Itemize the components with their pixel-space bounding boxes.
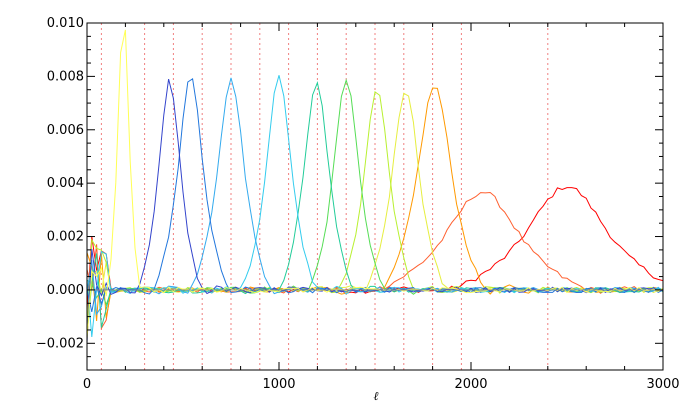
- series-line-1: [86, 191, 664, 330]
- x-axis-label: ℓ: [374, 389, 379, 403]
- axes: [86, 22, 664, 371]
- y-tick-label-6: 0.010: [47, 16, 84, 31]
- y-tick-label-4: 0.006: [47, 123, 84, 138]
- series-line-10: [86, 78, 664, 343]
- series-line-11: [86, 29, 664, 340]
- band-boundaries: [100, 23, 549, 370]
- y-tick-label-3: 0.004: [47, 176, 84, 191]
- series-group: [86, 29, 664, 343]
- x-tick-label-2: 2000: [454, 377, 487, 392]
- y-tick-label-1: 0.000: [47, 283, 84, 298]
- y-tick-label-5: 0.008: [47, 69, 84, 84]
- x-tick-label-3: 3000: [646, 377, 679, 392]
- ticks: −0.002 0.000 0.002 0.004 0.006 0.008 0.010 0 100…: [36, 16, 680, 392]
- y-tick-label-2: 0.002: [47, 230, 84, 245]
- x-tick-label-0: 0: [83, 377, 91, 392]
- x-tick-label-1: 1000: [262, 377, 295, 392]
- series-line-4: [86, 91, 664, 332]
- y-tick-label-0: −0.002: [36, 336, 84, 351]
- plot-frame: [86, 22, 664, 371]
